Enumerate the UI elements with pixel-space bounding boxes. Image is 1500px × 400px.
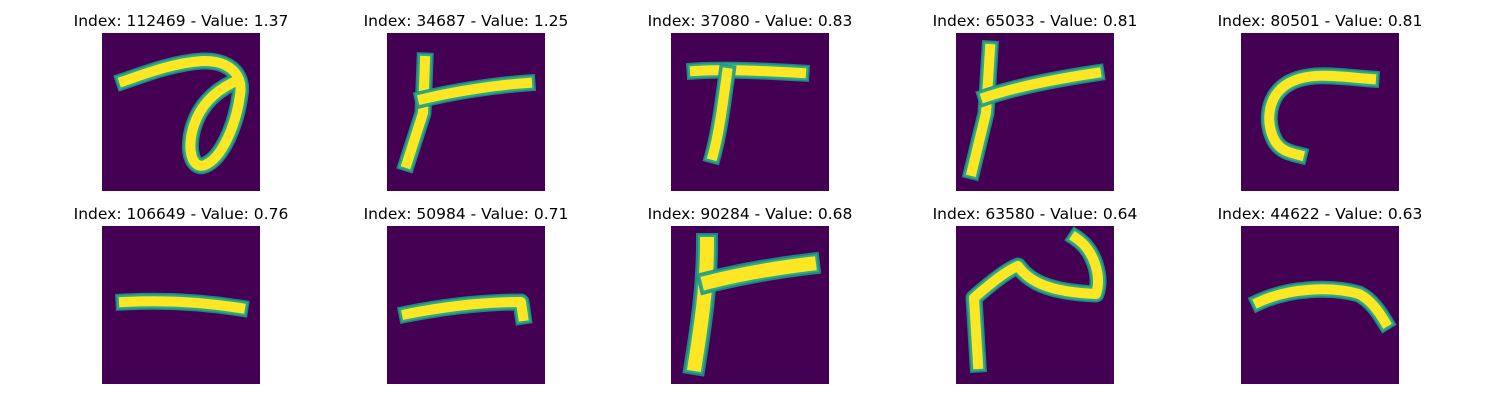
- arched-dash-icon: [1241, 226, 1399, 384]
- curved-corner-stroke-icon: [1241, 33, 1399, 191]
- digit-stroke: [686, 236, 715, 373]
- slanted-crossing-stroke-icon: [956, 33, 1114, 191]
- vertical-and-horizontal-stroke-icon: [387, 33, 545, 191]
- digit-stroke: [1252, 284, 1392, 329]
- panel-title: Index: 80501 - Value: 0.81: [1217, 12, 1423, 30]
- digit-stroke: [706, 67, 733, 162]
- horizontal-dash-icon: [102, 226, 260, 384]
- digit-stroke: [979, 67, 1102, 104]
- panel-title: Index: 106649 - Value: 0.76: [73, 205, 289, 223]
- seven-like-stroke-icon: [671, 33, 829, 191]
- panel-title: Index: 90284 - Value: 0.68: [647, 205, 853, 223]
- digit-stroke: [416, 77, 533, 106]
- panel-title: Index: 44622 - Value: 0.63: [1217, 205, 1423, 223]
- horizontal-dash-icon: [387, 226, 545, 384]
- panel-title: Index: 37080 - Value: 0.83: [647, 12, 853, 30]
- digit-stroke: [401, 297, 529, 322]
- panel-title: Index: 112469 - Value: 1.37: [73, 12, 289, 30]
- digit-stroke: [965, 43, 996, 178]
- panel-title: Index: 63580 - Value: 0.64: [932, 205, 1138, 223]
- panel-title: Index: 34687 - Value: 1.25: [363, 12, 569, 30]
- bold-vertical-and-horizontal-stroke-icon: [671, 226, 829, 384]
- digit-stroke: [969, 231, 1103, 370]
- panel-title: Index: 50984 - Value: 0.71: [363, 205, 569, 223]
- digit-stroke: [1264, 70, 1377, 162]
- digit-stroke: [400, 55, 431, 170]
- digit-stroke: [689, 65, 807, 79]
- panel-title: Index: 65033 - Value: 0.81: [932, 12, 1138, 30]
- digit-stroke: [117, 55, 246, 171]
- zigzag-stroke-icon: [956, 226, 1114, 384]
- digit-stroke: [118, 296, 246, 314]
- loop-seven-icon: [102, 33, 260, 191]
- digit-stroke: [700, 256, 817, 291]
